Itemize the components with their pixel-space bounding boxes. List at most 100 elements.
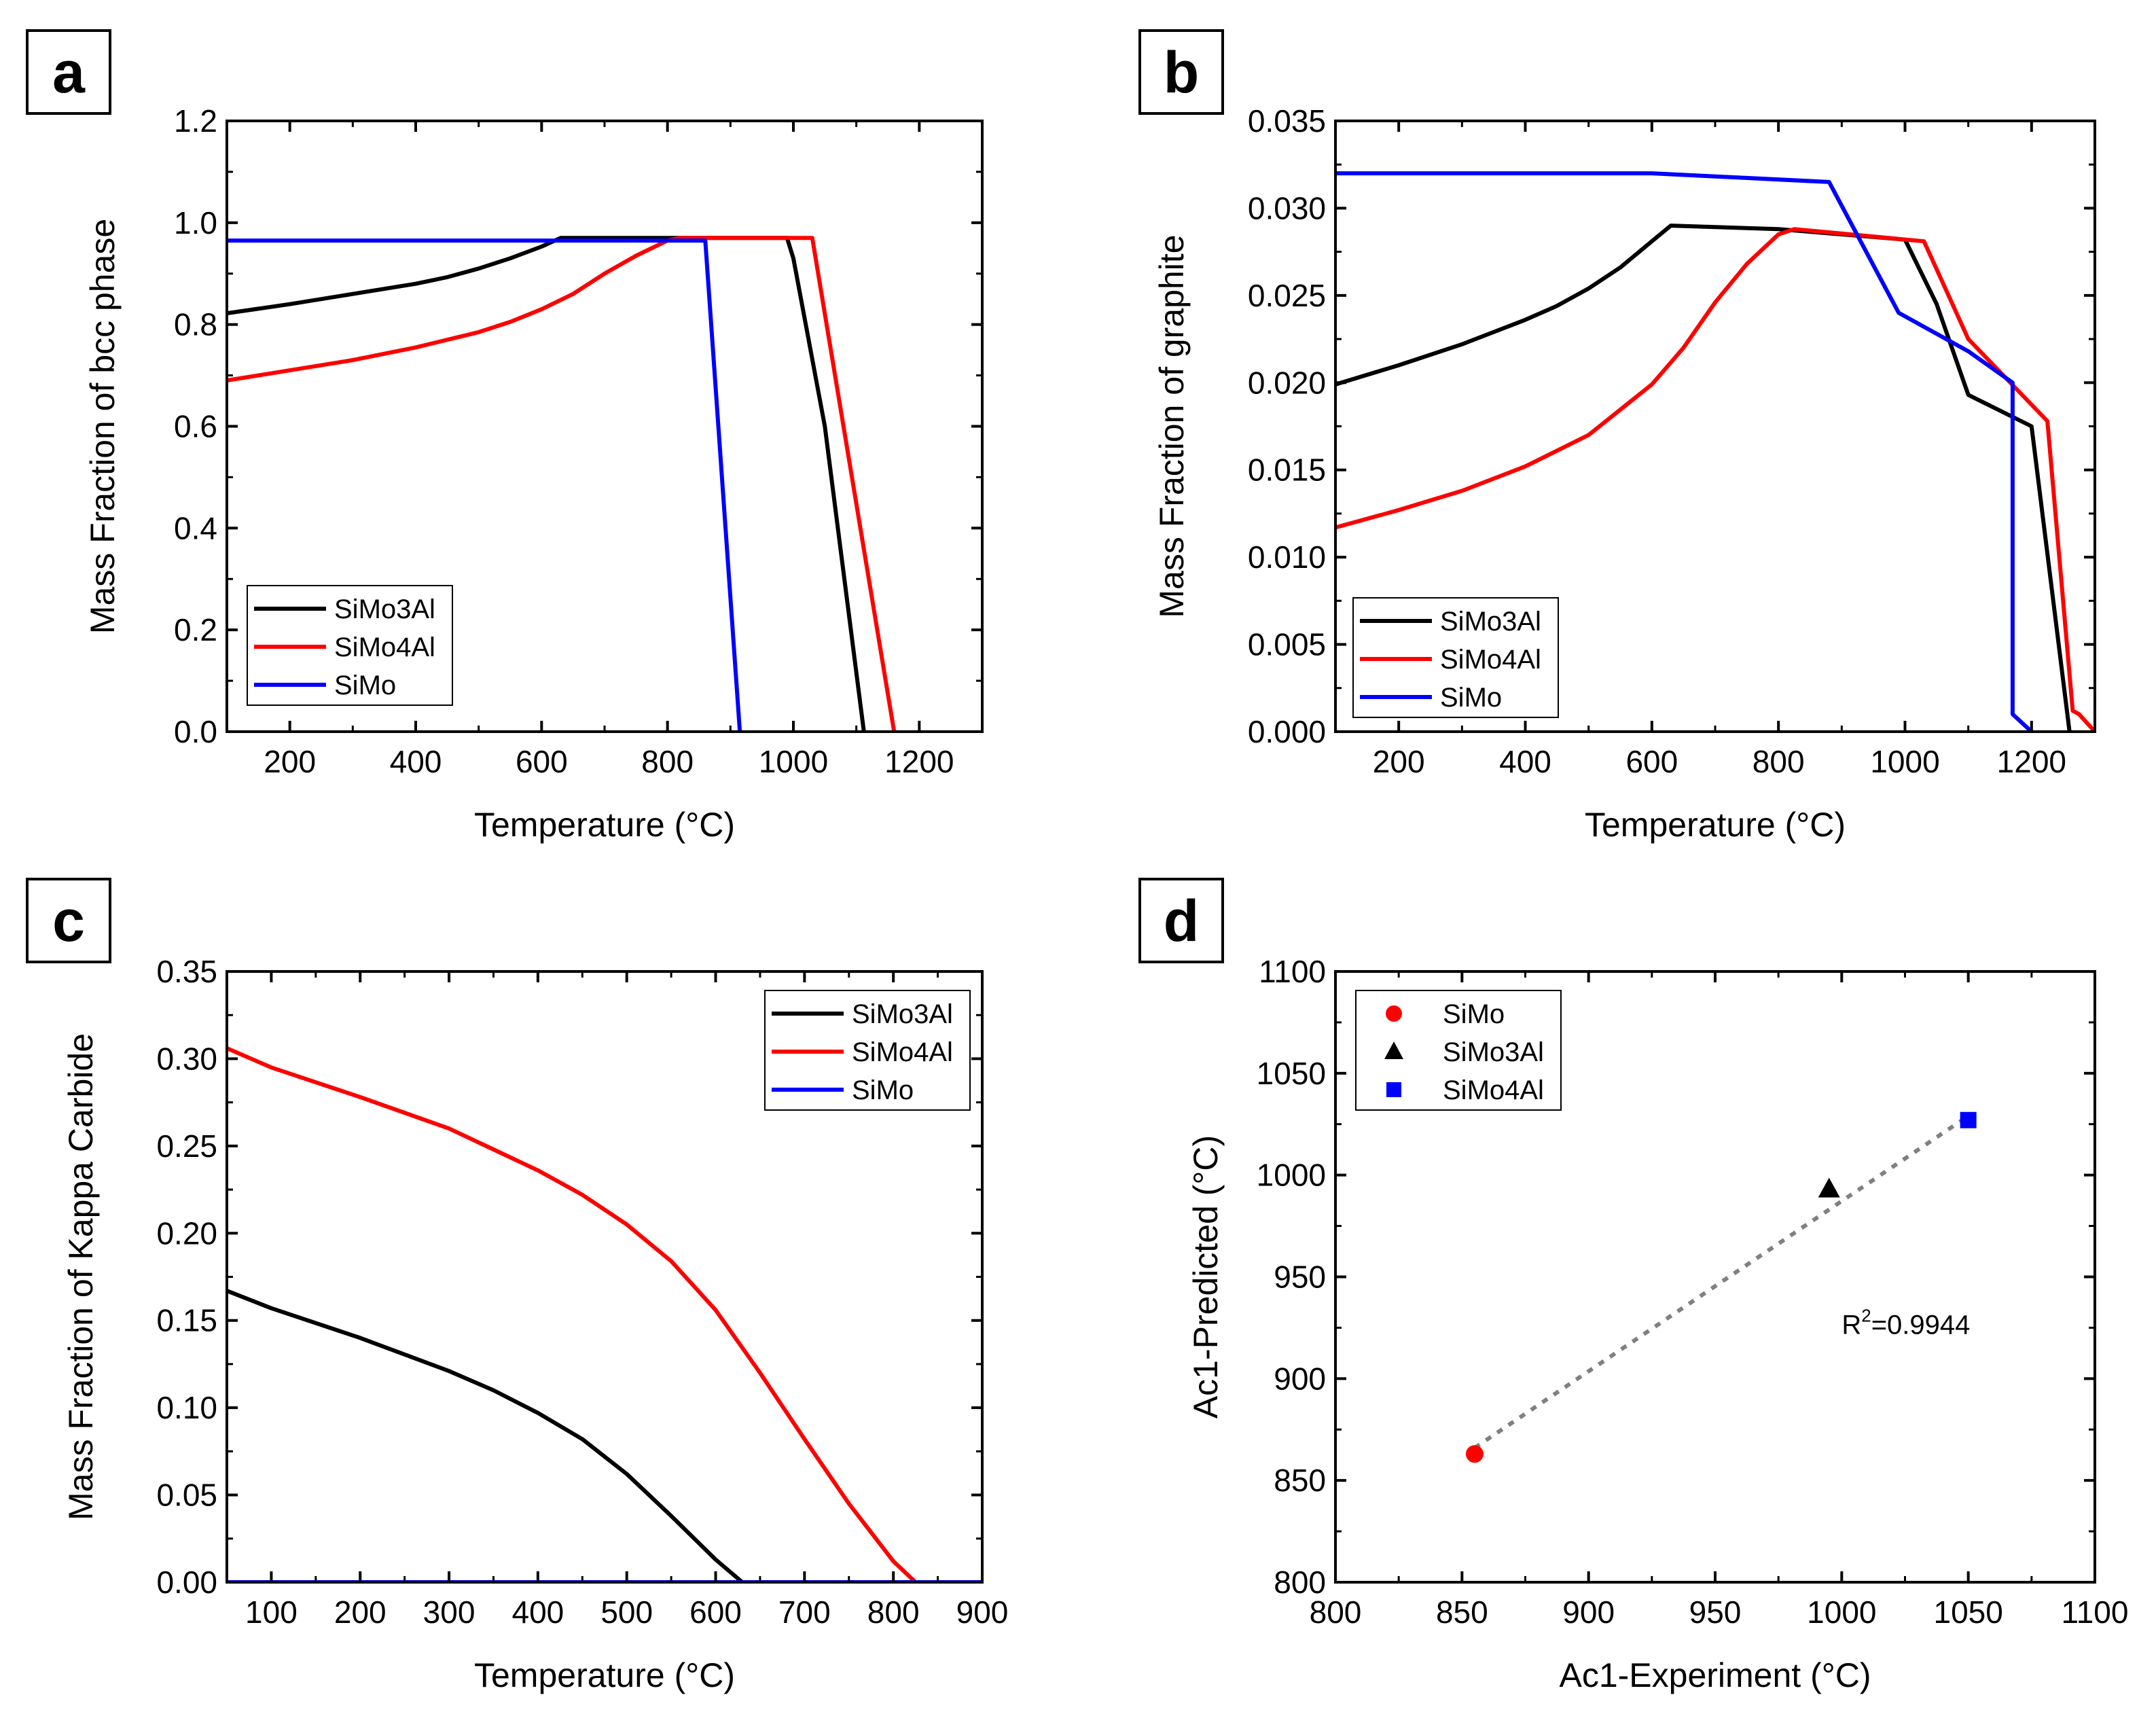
x-tick-label: 100 [245,1594,298,1630]
x-tick-label: 950 [1689,1594,1742,1630]
y-tick-label: 0.8 [174,307,217,342]
y-axis-title: Mass Fraction of Kappa Carbide [62,1033,100,1520]
x-tick-label: 1200 [884,744,954,779]
legend-label-simo4al: SiMo4Al [1443,1075,1544,1105]
y-tick-label: 0.0 [174,714,217,749]
plot-data [227,1046,982,1582]
panel-letter-box [1138,878,1224,963]
x-tick-label: 1000 [1807,1594,1876,1630]
x-tick-label: 1200 [1997,744,2066,779]
panel-c: c 100 200 300 400 500 600 700 800 900 0.00 0.05 0.10… [26,878,1008,1694]
y-tick-label: 0.00 [156,1565,217,1600]
y-tick-label: 0.2 [174,612,217,647]
series-line-simo [227,238,742,732]
legend-label-simo3al: SiMo3Al [1443,1037,1544,1067]
legend-label-simo3al: SiMo3Al [852,999,953,1029]
x-axis-title: Ac1-Experiment (°C) [1560,1656,1871,1694]
x-tick-label: 800 [1310,1594,1362,1630]
y-tick-label: 0.15 [156,1303,217,1338]
series-line-simo4al [1335,227,2095,732]
y-tick-label: 0.10 [156,1390,217,1425]
series-line-simo3al [227,236,866,732]
y-tick-label: 0.025 [1248,278,1326,313]
y-axis-title: Ac1-Predicted (°C) [1187,1135,1225,1418]
series-line-simo3al [1335,224,2072,732]
x-tick-label: 800 [641,744,694,779]
series-line-simo [1335,171,2033,732]
y-tick-label: 0.010 [1248,539,1326,575]
plot-data [1335,171,2095,732]
panel-a: a 200 400 600 800 1000 1200 0.0 0.2 0.4 0.6 0.8 1.0 1… [26,29,984,844]
legend-swatch-simo4al [1386,1082,1401,1097]
y-tick-label: 1100 [1259,954,1326,989]
data-point-simo3al [1818,1177,1840,1198]
series-line-simo4al [227,1046,917,1582]
legend-swatch-simo [1386,1005,1402,1022]
y-axis-title: Mass Fraction of graphite [1153,234,1191,618]
panel-letter: c [52,889,85,954]
y-tick-label: 0.20 [156,1215,217,1251]
y-tick-label: 0.25 [156,1128,217,1164]
x-tick-label: 800 [1753,744,1805,779]
y-tick-label: 0.030 [1248,190,1326,226]
x-axis-title: Temperature (°C) [474,1656,735,1694]
y-tick-label: 0.005 [1248,627,1326,662]
y-tick-label: 0.000 [1248,714,1326,749]
panel-letter: d [1164,889,1200,954]
legend-label-simo: SiMo [1443,999,1505,1029]
x-tick-label: 1000 [759,744,828,779]
series-line-simo4al [227,236,897,732]
data-point-simo [1465,1445,1484,1463]
x-axis-title: Temperature (°C) [1585,806,1846,844]
x-tick-label: 1100 [2062,1594,2129,1630]
y-axis-title: Mass Fraction of bcc phase [84,219,122,634]
x-tick-label: 500 [600,1594,653,1630]
panel-letter-box [1138,29,1224,115]
y-tick-label: 1050 [1257,1056,1326,1091]
y-tick-label: 0.4 [174,510,217,546]
y-tick-label: 800 [1274,1565,1326,1600]
y-tick-label: 0.6 [174,409,217,444]
x-tick-label: 850 [1436,1594,1488,1630]
r-squared-value: =0.9944 [1871,1310,1971,1340]
x-tick-label: 400 [390,744,442,779]
r-squared-annotation: R2=0.9944 [1841,1305,1970,1340]
y-tick-label: 0.30 [156,1041,217,1076]
x-tick-label: 600 [689,1594,742,1630]
x-tick-label: 200 [334,1594,387,1630]
x-tick-label: 900 [1562,1594,1615,1630]
x-tick-label: 200 [1373,744,1425,779]
panel-letter-box [26,878,111,963]
y-tick-label: 0.015 [1248,452,1326,488]
x-axis-title: Temperature (°C) [474,806,735,844]
legend-label-simo4al: SiMo4Al [1440,645,1541,675]
legend-label-simo3al: SiMo3Al [1440,607,1541,637]
panel-d: d 800 850 900 950 1000 1050 1100 800 850 900 950 100… [1138,878,2129,1694]
panel-letter: a [52,40,86,105]
y-tick-label: 0.35 [156,954,217,989]
r-squared-base: R [1841,1310,1861,1340]
x-tick-label: 800 [867,1594,920,1630]
x-tick-label: 600 [516,744,568,779]
legend-label-simo4al: SiMo4Al [852,1037,953,1067]
legend-label-simo: SiMo [852,1075,914,1105]
legend-label-simo3al: SiMo3Al [334,594,435,624]
x-tick-label: 600 [1625,744,1678,779]
plot-data [1465,1111,1977,1463]
x-tick-label: 700 [778,1594,831,1630]
x-tick-label: 200 [264,744,316,779]
panel-letter: b [1164,40,1200,105]
y-tick-label: 0.05 [156,1478,217,1513]
y-tick-label: 950 [1274,1260,1326,1295]
y-tick-label: 0.020 [1248,365,1326,400]
panel-letter-box [26,29,111,115]
legend-swatch-simo3al [1384,1041,1403,1059]
x-tick-label: 300 [423,1594,475,1630]
fit-line [1473,1114,1970,1450]
y-tick-label: 1000 [1257,1158,1326,1193]
y-tick-label: 1.2 [174,103,217,139]
x-tick-label: 1000 [1870,744,1939,779]
legend-label-simo: SiMo [1440,683,1502,713]
